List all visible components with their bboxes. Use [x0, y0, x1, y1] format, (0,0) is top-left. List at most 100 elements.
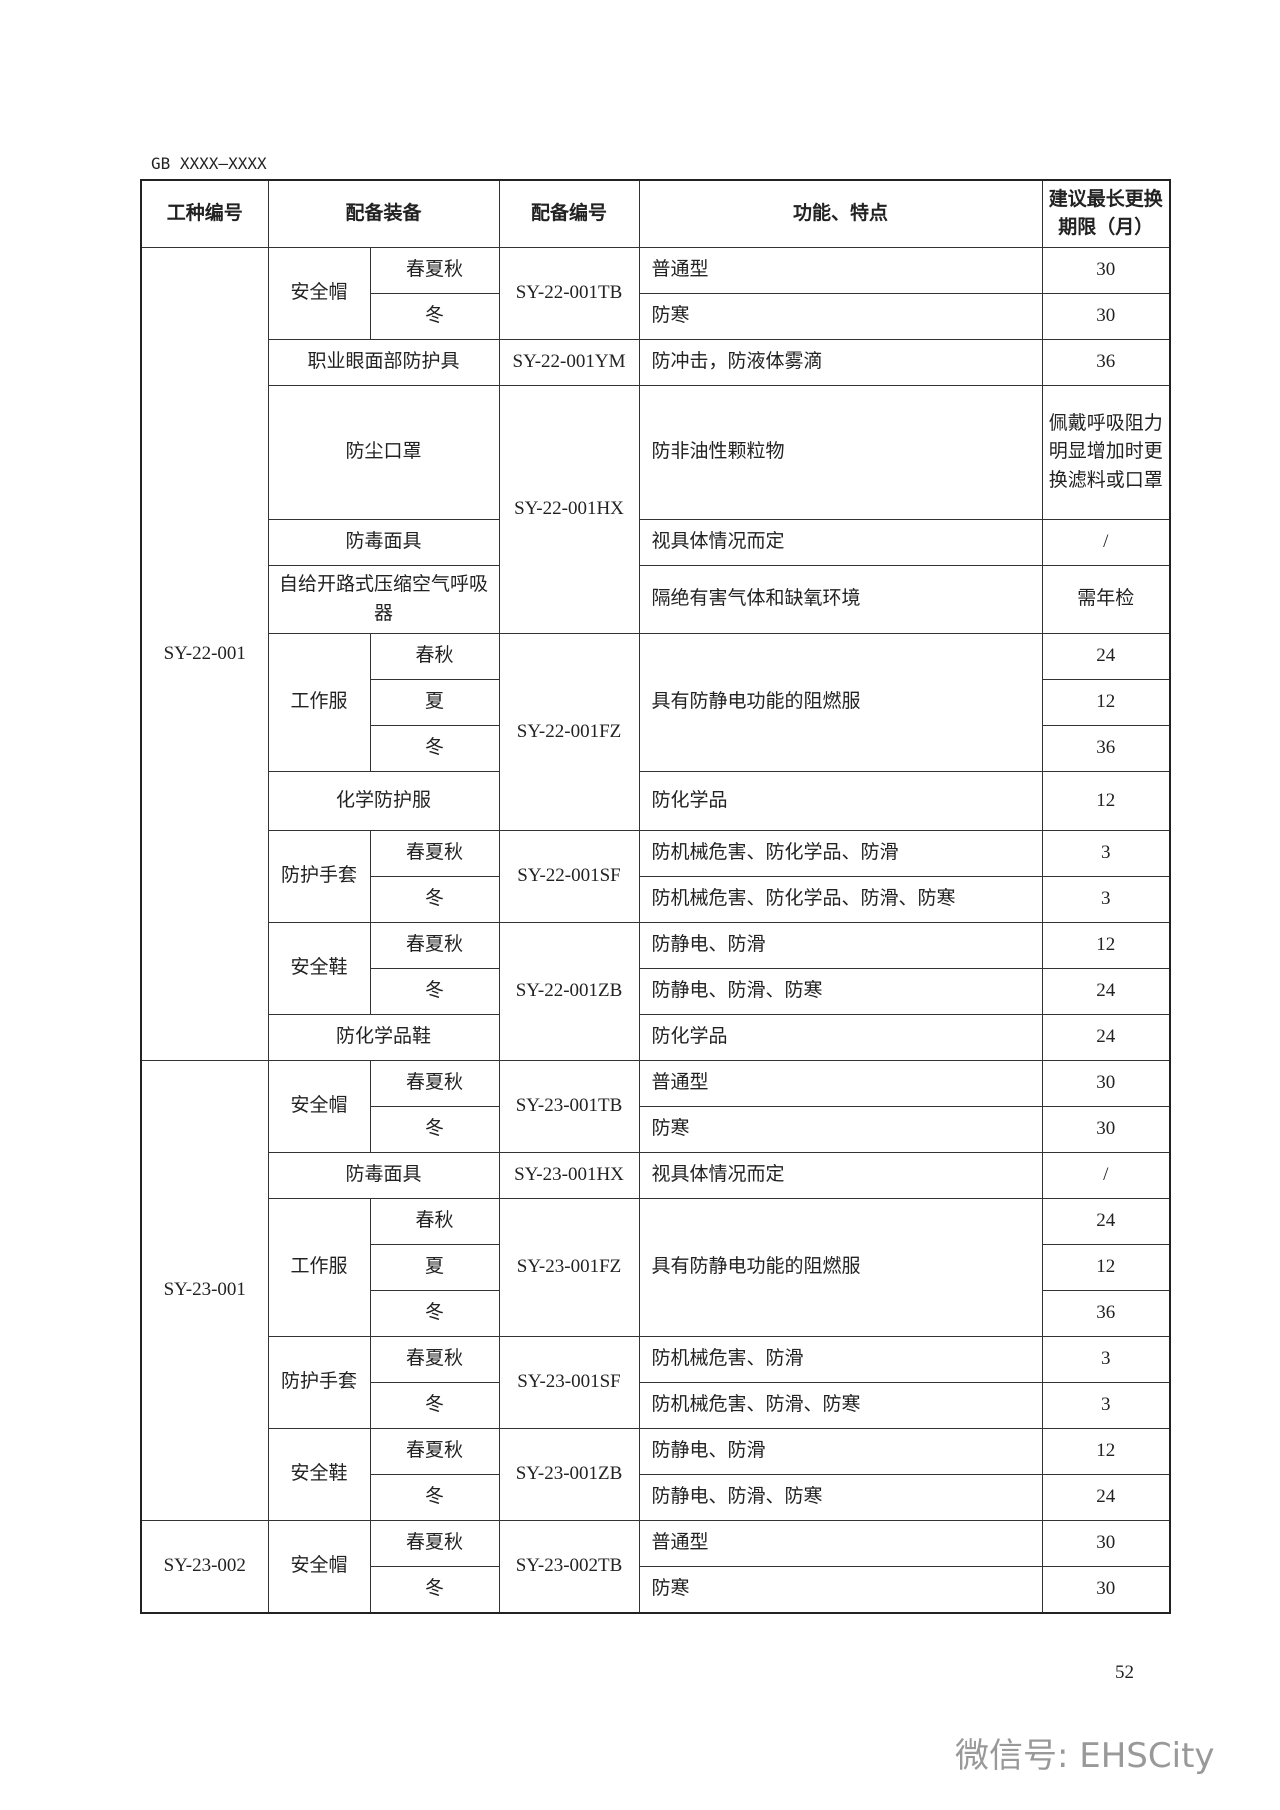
cell: SY-22-001ZB	[498, 922, 640, 1061]
cell: 3	[1041, 1382, 1171, 1429]
header-cell: 建议最长更换期限（月）	[1041, 179, 1171, 248]
cell: SY-23-001SF	[498, 1336, 640, 1429]
cell: 夏	[369, 679, 500, 726]
header-cell: 配备编号	[498, 179, 640, 248]
cell: 冬	[369, 293, 500, 340]
cell: SY-22-001YM	[498, 339, 640, 386]
cell: 30	[1041, 1060, 1171, 1107]
cell: 春夏秋	[369, 922, 500, 969]
cell: 防寒	[638, 1566, 1043, 1614]
page-number: 52	[1115, 1662, 1134, 1683]
cell: 12	[1041, 679, 1171, 726]
cell: 具有防静电功能的阻燃服	[638, 633, 1043, 772]
cell: SY-23-001FZ	[498, 1198, 640, 1337]
cell: SY-22-001HX	[498, 385, 640, 634]
cell: /	[1041, 1152, 1171, 1199]
cell: 安全帽	[267, 1520, 371, 1614]
cell: 24	[1041, 1198, 1171, 1245]
cell: 春夏秋	[369, 1336, 500, 1383]
cell: /	[1041, 519, 1171, 566]
cell: 防机械危害、防化学品、防滑	[638, 830, 1043, 877]
cell: 防冲击，防液体雾滴	[638, 339, 1043, 386]
cell: 防机械危害、防滑、防寒	[638, 1382, 1043, 1429]
cell: 佩戴呼吸阻力明显增加时更换滤料或口罩	[1041, 385, 1171, 520]
cell: 防机械危害、防化学品、防滑、防寒	[638, 876, 1043, 923]
cell: 防非油性颗粒物	[638, 385, 1043, 520]
cell: 春夏秋	[369, 1060, 500, 1107]
cell: 春秋	[369, 1198, 500, 1245]
cell: 普通型	[638, 1060, 1043, 1107]
cell: 安全鞋	[267, 922, 371, 1015]
cell: 冬	[369, 968, 500, 1015]
cell: 36	[1041, 1290, 1171, 1337]
cell: SY-23-002	[140, 1520, 269, 1614]
cell: 防化学品	[638, 1014, 1043, 1061]
cell: 36	[1041, 339, 1171, 386]
cell: 春夏秋	[369, 1520, 500, 1567]
cell: 安全帽	[267, 247, 371, 340]
cell: 春秋	[369, 633, 500, 680]
cell: 24	[1041, 633, 1171, 680]
cell: SY-23-002TB	[498, 1520, 640, 1614]
cell: 普通型	[638, 247, 1043, 294]
cell: 安全帽	[267, 1060, 371, 1153]
cell: 春夏秋	[369, 247, 500, 294]
cell: 防静电、防滑、防寒	[638, 968, 1043, 1015]
cell: 3	[1041, 1336, 1171, 1383]
cell: 视具体情况而定	[638, 1152, 1043, 1199]
cell: 3	[1041, 830, 1171, 877]
cell: 防寒	[638, 1106, 1043, 1153]
cell: 防寒	[638, 293, 1043, 340]
cell: SY-22-001	[140, 247, 269, 1061]
cell: 冬	[369, 725, 500, 772]
cell: 需年检	[1041, 565, 1171, 634]
cell: 24	[1041, 1014, 1171, 1061]
cell: 工作服	[267, 633, 371, 772]
cell: 30	[1041, 1520, 1171, 1567]
cell: 防毒面具	[267, 1152, 500, 1199]
cell: 冬	[369, 1290, 500, 1337]
cell: 防毒面具	[267, 519, 500, 566]
cell: SY-23-001ZB	[498, 1428, 640, 1521]
cell: SY-22-001SF	[498, 830, 640, 923]
cell: 30	[1041, 1106, 1171, 1153]
cell: 自给开路式压缩空气呼吸器	[267, 565, 500, 634]
cell: 春夏秋	[369, 830, 500, 877]
cell: 防护手套	[267, 1336, 371, 1429]
cell: 防静电、防滑、防寒	[638, 1474, 1043, 1521]
cell: 普通型	[638, 1520, 1043, 1567]
cell: SY-22-001FZ	[498, 633, 640, 831]
cell: 安全鞋	[267, 1428, 371, 1521]
cell: 防护手套	[267, 830, 371, 923]
cell: 冬	[369, 876, 500, 923]
cell: 工作服	[267, 1198, 371, 1337]
cell: 12	[1041, 922, 1171, 969]
cell: 12	[1041, 771, 1171, 831]
cell: 防尘口罩	[267, 385, 500, 520]
cell: 3	[1041, 876, 1171, 923]
cell: 36	[1041, 725, 1171, 772]
cell: 防机械危害、防滑	[638, 1336, 1043, 1383]
equipment-table: 工种编号 配备装备 配备编号 功能、特点 建议最长更换期限（月） SY-22-001 安全…	[140, 179, 1172, 1614]
cell: 24	[1041, 968, 1171, 1015]
header-cell: 功能、特点	[638, 179, 1043, 248]
doc-code: GB XXXX—XXXX	[151, 154, 267, 173]
cell: SY-23-001HX	[498, 1152, 640, 1199]
header-cell: 工种编号	[140, 179, 269, 248]
cell: SY-23-001TB	[498, 1060, 640, 1153]
cell: 视具体情况而定	[638, 519, 1043, 566]
cell: 30	[1041, 293, 1171, 340]
cell: 12	[1041, 1428, 1171, 1475]
cell: 30	[1041, 247, 1171, 294]
cell: 春夏秋	[369, 1428, 500, 1475]
cell: 冬	[369, 1106, 500, 1153]
cell: 冬	[369, 1566, 500, 1614]
cell: 化学防护服	[267, 771, 500, 831]
watermark: 微信号: EHSCity	[955, 1736, 1215, 1776]
cell: 防静电、防滑	[638, 1428, 1043, 1475]
cell: 具有防静电功能的阻燃服	[638, 1198, 1043, 1337]
cell: SY-22-001TB	[498, 247, 640, 340]
cell: 冬	[369, 1474, 500, 1521]
cell: 冬	[369, 1382, 500, 1429]
